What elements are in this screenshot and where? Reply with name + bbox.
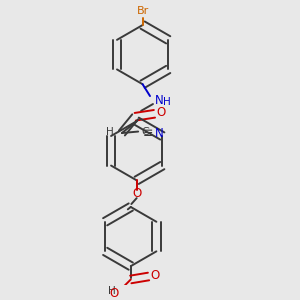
Text: O: O: [156, 106, 166, 119]
Text: H: H: [108, 286, 116, 296]
Text: ≡: ≡: [143, 127, 153, 140]
Text: O: O: [110, 287, 119, 300]
Text: Br: Br: [136, 6, 149, 16]
Text: H: H: [163, 97, 171, 107]
Text: N: N: [155, 128, 164, 140]
Text: H: H: [106, 127, 114, 136]
Text: N: N: [154, 94, 163, 107]
Text: O: O: [150, 269, 160, 282]
Text: C: C: [141, 127, 149, 137]
Text: O: O: [132, 188, 141, 200]
